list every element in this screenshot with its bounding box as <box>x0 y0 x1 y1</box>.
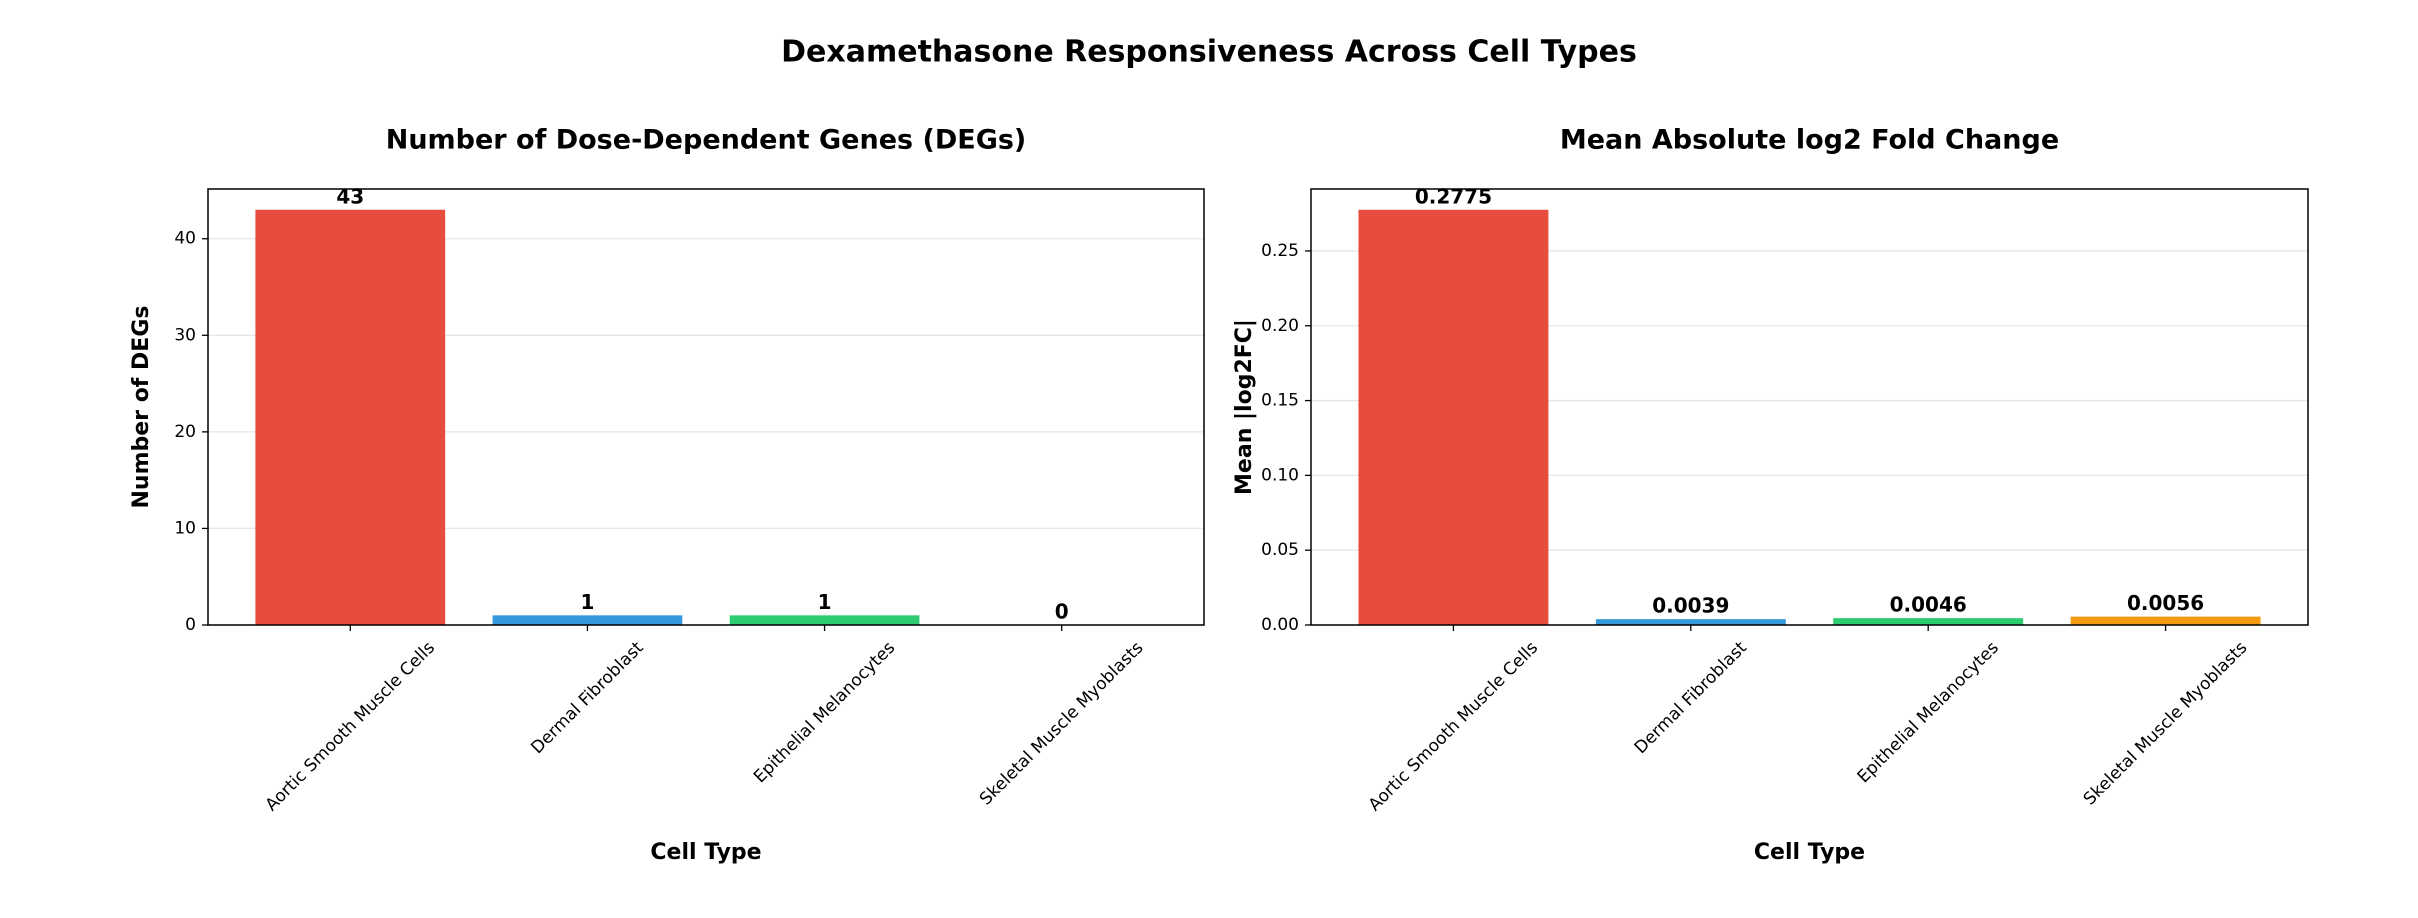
bar <box>492 615 683 625</box>
x-tick-label: Aortic Smooth Muscle Cells <box>1365 638 1542 815</box>
x-tick-label: Skeletal Muscle Myoblasts <box>2080 638 2252 810</box>
value-label: 1 <box>818 590 832 614</box>
y-tick-label: 0.20 <box>1261 316 1299 336</box>
x-axis-label: Cell Type <box>1754 840 1865 865</box>
x-tick-label: Dermal Fibroblast <box>1631 638 1751 758</box>
y-axis-label: Number of DEGs <box>129 306 154 509</box>
y-tick-label: 20 <box>174 422 196 442</box>
y-tick-label: 0.15 <box>1261 391 1299 411</box>
value-label: 0.2775 <box>1415 184 1492 208</box>
figure-title: Dexamethasone Responsiveness Across Cell… <box>781 35 1637 70</box>
y-tick-label: 0.05 <box>1261 540 1299 560</box>
bar <box>1358 209 1549 625</box>
x-tick-label: Dermal Fibroblast <box>527 638 647 758</box>
plot-frame <box>207 188 1205 626</box>
y-tick-label: 0.00 <box>1261 615 1299 635</box>
x-tick-label: Epithelial Melanocytes <box>750 638 899 787</box>
value-label: 0.0056 <box>2127 591 2204 615</box>
x-tick-label: Epithelial Melanocytes <box>1854 638 2003 787</box>
y-tick-label: 0.25 <box>1261 241 1299 261</box>
y-tick-label: 30 <box>174 325 196 345</box>
x-tick-label: Aortic Smooth Muscle Cells <box>262 638 439 815</box>
plot-frame <box>1310 188 2309 626</box>
y-tick-label: 10 <box>174 518 196 538</box>
bar <box>729 615 920 625</box>
value-label: 0.0039 <box>1652 594 1729 618</box>
bar <box>255 209 446 625</box>
bar <box>2070 616 2261 625</box>
value-label: 1 <box>580 590 594 614</box>
value-label: 0.0046 <box>1890 593 1967 617</box>
y-tick-label: 0.10 <box>1261 465 1299 485</box>
value-label: 0 <box>1055 600 1069 624</box>
subplot-title: Number of Dose-Dependent Genes (DEGs) <box>386 125 1027 156</box>
value-label: 43 <box>336 184 364 208</box>
x-tick-label: Skeletal Muscle Myoblasts <box>976 638 1148 810</box>
bar <box>1595 619 1786 625</box>
y-axis-label: Mean |log2FC| <box>1232 319 1257 495</box>
y-tick-label: 0 <box>185 615 196 635</box>
x-axis-label: Cell Type <box>650 840 761 865</box>
y-tick-label: 40 <box>174 229 196 249</box>
bar <box>1833 618 2024 625</box>
subplot-title: Mean Absolute log2 Fold Change <box>1560 125 2059 156</box>
